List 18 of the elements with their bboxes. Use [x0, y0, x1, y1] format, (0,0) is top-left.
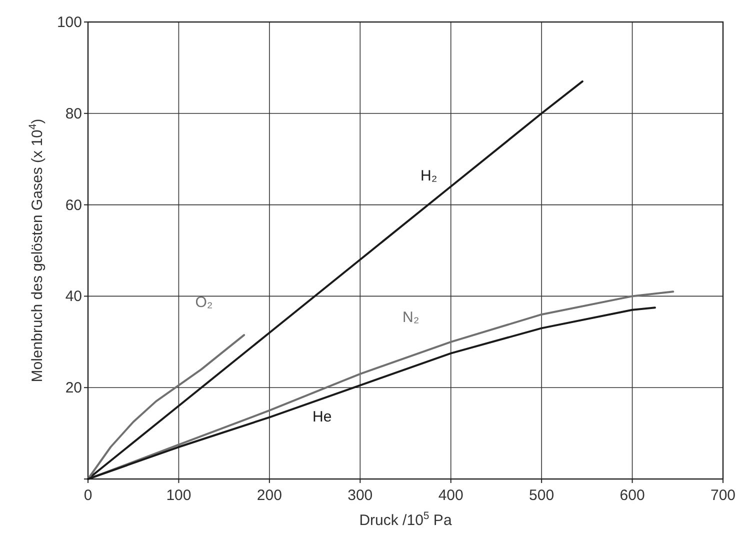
- y-tick-label: 60: [65, 196, 82, 214]
- x-tick-label: 300: [348, 487, 373, 504]
- x-tick-label: 200: [256, 487, 282, 504]
- y-tick-label: 40: [65, 288, 82, 306]
- y-tick-label: 80: [65, 105, 82, 122]
- y-tick-label: 20: [65, 380, 82, 397]
- text: O₂: [195, 294, 213, 312]
- x-tick-label: 100: [166, 487, 192, 504]
- series-label: N₂: [402, 308, 420, 326]
- x-axis-title: Druck /10$^{5}$ Pa: [359, 510, 452, 529]
- x-tick-label: 600: [620, 487, 645, 504]
- x-tick-label: 700: [710, 487, 736, 504]
- x-tick-label: 400: [438, 487, 464, 504]
- y-tick-label: 100: [56, 14, 82, 31]
- series-label: H₂: [420, 168, 438, 185]
- x-tick-label: 0: [84, 487, 92, 504]
- x-tick-label: 500: [529, 487, 554, 504]
- series-label: He: [312, 408, 332, 426]
